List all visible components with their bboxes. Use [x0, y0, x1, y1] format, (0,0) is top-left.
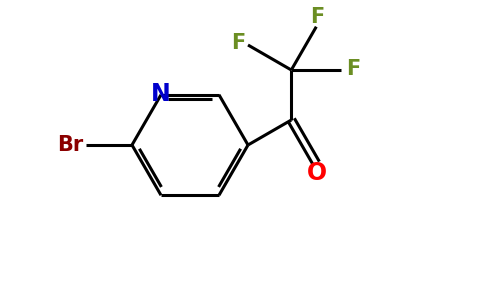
Text: F: F: [346, 59, 361, 79]
Text: Br: Br: [57, 135, 83, 155]
Text: F: F: [310, 7, 324, 27]
Text: O: O: [307, 161, 327, 185]
Text: N: N: [151, 82, 171, 106]
Text: F: F: [231, 33, 245, 53]
